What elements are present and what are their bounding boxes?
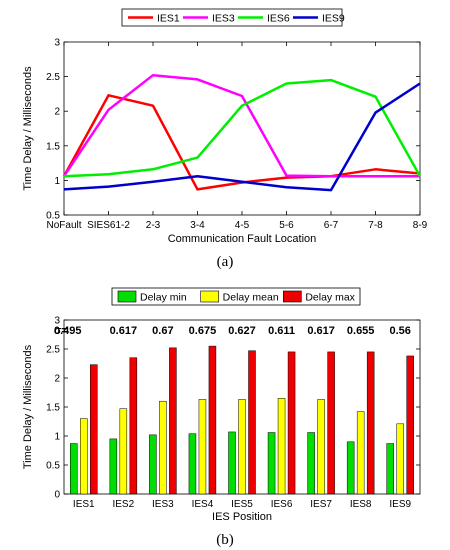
sigma-label: σ= xyxy=(54,325,68,337)
bar-delay-max xyxy=(287,351,296,495)
sigma-value: 0.655 xyxy=(347,325,375,337)
bar-delay-min xyxy=(307,432,315,495)
sigma-value: 0.495 xyxy=(54,325,82,337)
series-line-ies6 xyxy=(63,78,422,178)
bar-delay-mean xyxy=(356,411,365,495)
bar-delay-min xyxy=(109,438,118,495)
series-line-ies9 xyxy=(63,82,421,192)
x-tick-label: 2-3 xyxy=(146,220,161,231)
legend-swatch xyxy=(200,290,219,303)
sigma-value: 0.67 xyxy=(152,325,173,337)
sigma-value: 0.675 xyxy=(189,325,217,337)
y-tick-label: 2 xyxy=(54,374,60,385)
x-tick-label: IES2 xyxy=(112,499,134,510)
x-tick-label: IES1 xyxy=(73,499,95,510)
series-line-ies3 xyxy=(62,73,420,178)
y-tick-label: 0.5 xyxy=(46,461,60,472)
legend-label: IES9 xyxy=(322,13,345,25)
line-chart: 0.5 1 1.5 2 2.5 3 Time Delay / Milliseconds NoF… xyxy=(22,8,428,245)
bar-delay-min xyxy=(228,431,236,495)
x-axis-label: IES Position xyxy=(212,511,272,523)
bar-delay-mean xyxy=(159,400,167,495)
bar-delay-max xyxy=(366,351,375,495)
x-tick-label: IES3 xyxy=(152,499,174,510)
y-tick-label: 1 xyxy=(54,432,60,443)
bar-delay-mean xyxy=(198,399,207,495)
bar-delay-min xyxy=(386,443,394,495)
bar-delay-mean xyxy=(119,408,128,495)
bar-delay-max xyxy=(129,357,138,495)
legend-label: Delay min xyxy=(140,292,187,304)
bar-delay-min xyxy=(149,434,157,495)
y-tick-label: 3 xyxy=(54,38,60,49)
bar-delay-max xyxy=(90,364,98,495)
legend-label: Delay mean xyxy=(223,292,279,304)
y-tick-label: 0.5 xyxy=(46,211,60,222)
x-tick-label: 5-6 xyxy=(279,220,294,231)
panel-label-b: (b) xyxy=(216,532,234,548)
y-tick-label: 1.5 xyxy=(46,141,60,152)
legend-label: IES6 xyxy=(267,13,290,25)
y-tick-label: 3 xyxy=(54,316,60,327)
x-axis-label: Communication Fault Location xyxy=(168,233,317,245)
x-tick-label: 7-8 xyxy=(368,220,383,231)
y-tick-label: 0 xyxy=(54,490,60,501)
x-tick-label: 4-5 xyxy=(235,220,250,231)
x-tick-label: 3-4 xyxy=(190,220,205,231)
x-tick-label: IES7 xyxy=(310,499,332,510)
bar-delay-max xyxy=(208,345,217,495)
bar-delay-max xyxy=(406,355,414,495)
sigma-value: 0.611 xyxy=(268,325,295,337)
x-tick-label: SIES61-2 xyxy=(87,220,130,231)
bar-delay-min xyxy=(267,432,276,495)
legend-label: IES1 xyxy=(157,13,180,25)
legend-swatch xyxy=(117,290,137,303)
bar-delay-max xyxy=(248,350,256,495)
y-tick-label: 1.5 xyxy=(46,403,60,414)
legend-label: Delay max xyxy=(305,292,355,304)
bar-delay-min xyxy=(346,441,355,495)
y-axis-label: Time Delay / Milliseconds xyxy=(22,66,34,191)
sigma-value: 0.627 xyxy=(228,325,256,337)
x-tick-label: IES8 xyxy=(350,499,372,510)
y-tick-label: 2.5 xyxy=(46,345,60,356)
bar-delay-min xyxy=(188,433,197,495)
bar-delay-min xyxy=(70,443,78,495)
x-tick-label: IES5 xyxy=(231,499,253,510)
panel-label-a: (a) xyxy=(217,254,234,270)
x-tick-label: IES4 xyxy=(192,499,214,510)
x-tick-label: IES9 xyxy=(389,499,411,510)
sigma-value: 0.617 xyxy=(307,325,335,337)
x-tick-label: IES6 xyxy=(271,499,293,510)
sigma-value: 0.617 xyxy=(110,325,138,337)
legend-box xyxy=(121,8,343,27)
y-tick-label: 2 xyxy=(54,107,60,118)
bar-delay-max xyxy=(169,347,177,495)
bar-delay-mean xyxy=(277,398,286,495)
x-tick-label: 8-9 xyxy=(413,220,428,231)
y-tick-label: 2.5 xyxy=(46,72,60,83)
bar-delay-mean xyxy=(317,399,325,495)
legend-swatch xyxy=(283,290,302,303)
legend-label: IES3 xyxy=(212,13,235,25)
bar-delay-max xyxy=(327,351,335,495)
x-tick-label: NoFault xyxy=(46,220,81,231)
y-axis-label: Time Delay / Milliseconds xyxy=(22,344,34,469)
y-tick-label: 1 xyxy=(54,176,60,187)
bar-delay-mean xyxy=(80,418,88,495)
bar-delay-mean xyxy=(238,399,246,495)
sigma-value: 0.56 xyxy=(390,325,411,337)
bar-chart: 0 0.5 1 1.5 2 2.5 3 Time Delay / Milliseconds IE… xyxy=(22,287,421,523)
bar-delay-mean xyxy=(396,423,404,495)
x-tick-label: 6-7 xyxy=(324,220,339,231)
